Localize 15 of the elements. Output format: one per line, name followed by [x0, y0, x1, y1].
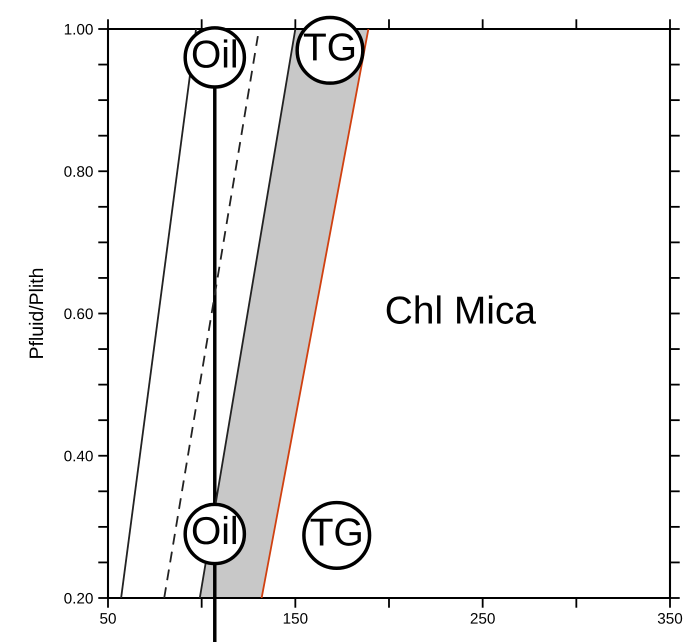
- y-tick-label: 0.80: [64, 166, 93, 177]
- annotation: TG: [304, 33, 354, 61]
- annotation: Chl Mica: [386, 295, 536, 324]
- y-tick-label: 0.20: [64, 592, 93, 604]
- x-tick-label: 50: [100, 612, 116, 624]
- annotation: Oil: [192, 39, 236, 68]
- annotation: TG: [310, 518, 361, 546]
- y-axis-title: Pfluid/Plith: [28, 268, 44, 358]
- x-tick-label: 250: [470, 612, 495, 624]
- annotation: Oil: [192, 516, 236, 544]
- y-tick-label: 0.60: [64, 308, 93, 320]
- x-tick-label: 350: [658, 612, 682, 624]
- x-tick-label: 150: [284, 612, 308, 624]
- y-tick-label: 1.00: [64, 24, 93, 35]
- y-tick-label: 0.40: [64, 450, 93, 462]
